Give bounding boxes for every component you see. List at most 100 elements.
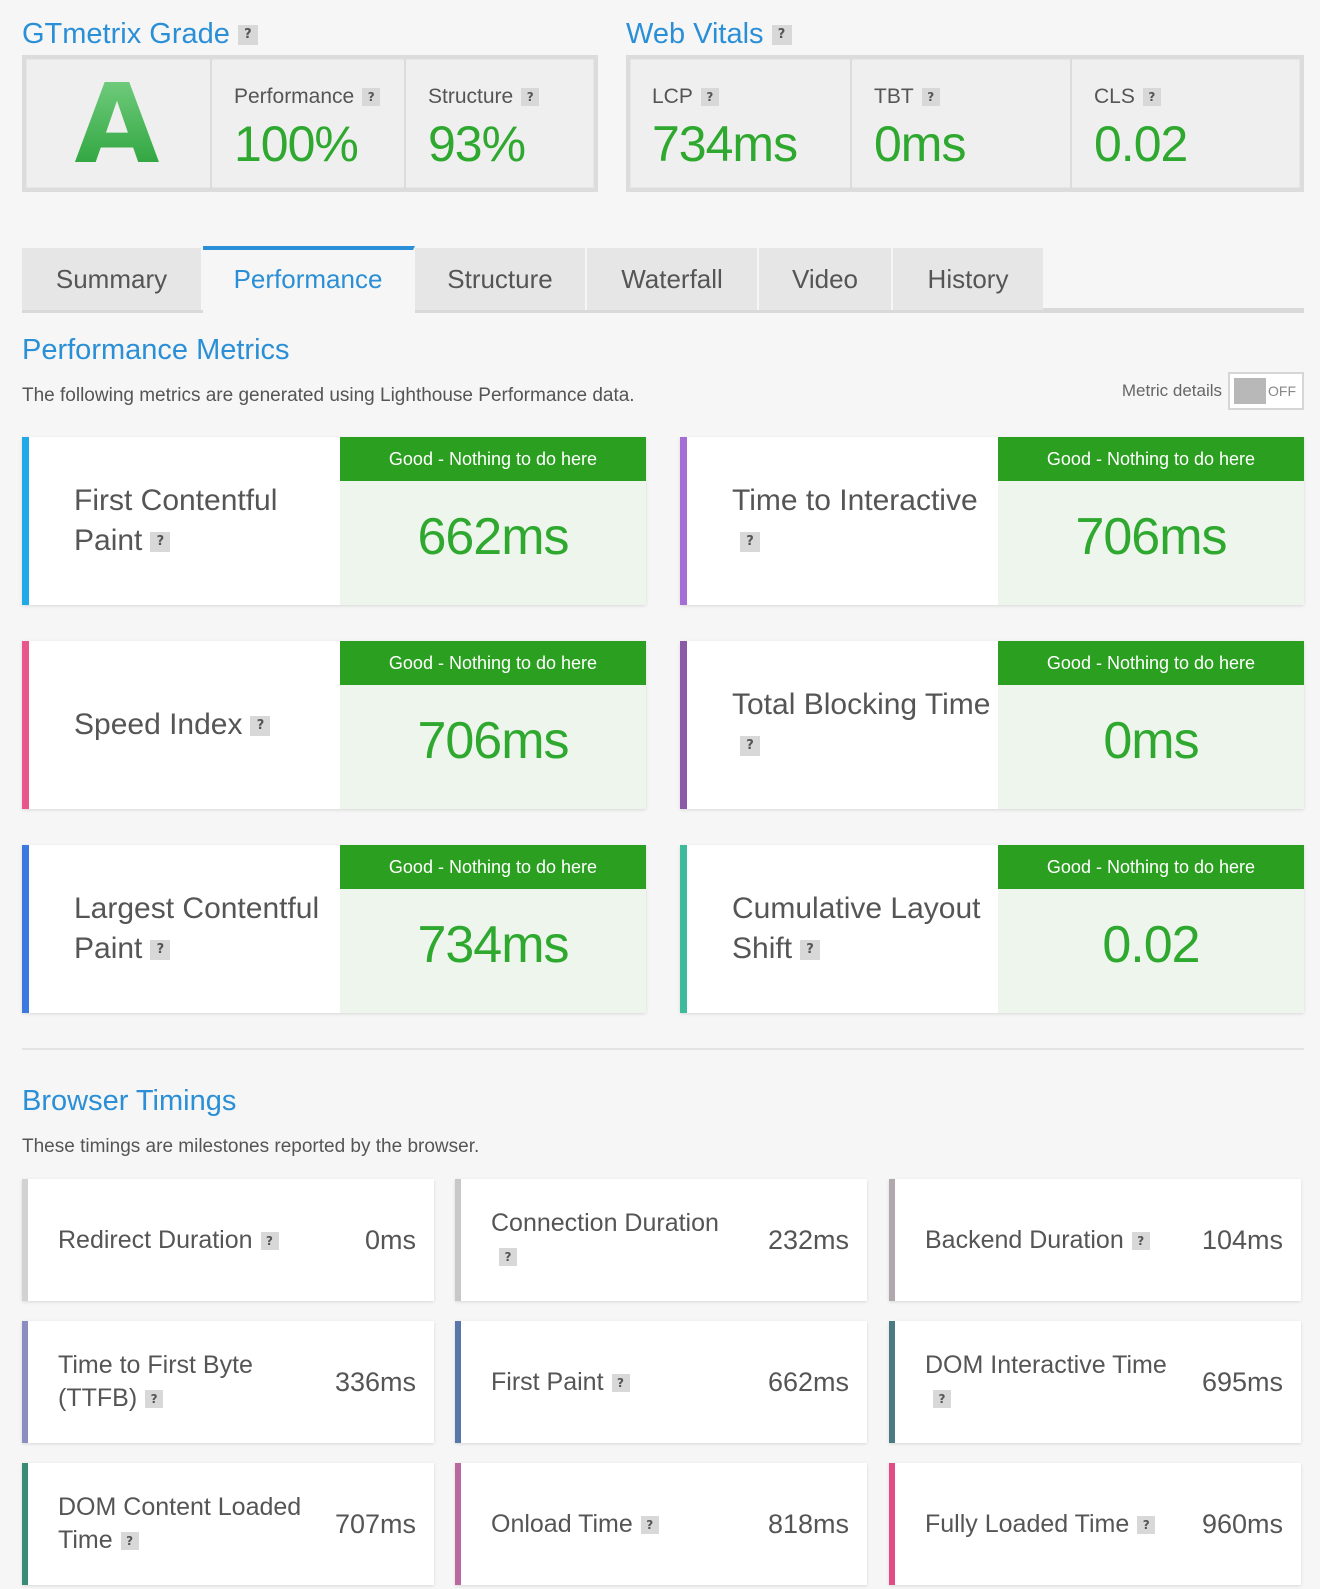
help-icon[interactable]: ? (1142, 88, 1161, 107)
timing-color-bar (455, 1463, 461, 1585)
metric-label: Largest Contentful Paint? (74, 845, 344, 1013)
vital-lcp-cell: LCP? 734ms (630, 59, 850, 188)
timing-value: 336ms (334, 1366, 416, 1397)
timing-value: 707ms (334, 1508, 416, 1539)
metric-card-time-to-interactive: Time to Interactive? Good - Nothing to do… (680, 437, 1304, 605)
metric-color-bar (680, 641, 687, 809)
performance-metrics-title: Performance Metrics (22, 334, 290, 366)
timing-label-text: Onload Time (491, 1509, 633, 1538)
metric-result: Good - Nothing to do here 0.02 (998, 845, 1304, 1013)
metric-card-speed-index: Speed Index? Good - Nothing to do here 706… (22, 641, 646, 809)
timing-label: Backend Duration? (925, 1179, 1175, 1301)
metric-label: Speed Index? (74, 641, 344, 809)
timing-color-bar (455, 1179, 461, 1301)
tab-summary[interactable]: Summary (22, 248, 203, 310)
metric-label-text: Cumulative Layout Shift (732, 892, 981, 965)
timing-color-bar (22, 1179, 28, 1301)
browser-timings-title: Browser Timings (22, 1085, 237, 1117)
metric-status-badge: Good - Nothing to do here (998, 845, 1304, 889)
metric-label: Total Blocking Time? (732, 641, 1002, 809)
performance-label-text: Performance (234, 85, 355, 108)
timing-label: First Paint? (491, 1321, 741, 1443)
help-icon[interactable]: ? (521, 88, 540, 107)
help-icon[interactable]: ? (771, 25, 792, 46)
metric-color-bar (22, 845, 29, 1013)
metric-card-cumulative-layout-shift: Cumulative Layout Shift? Good - Nothing t… (680, 845, 1304, 1013)
help-icon[interactable]: ? (150, 940, 171, 961)
cls-label-text: CLS (1094, 85, 1135, 108)
timing-card-redirect-duration: Redirect Duration? 0ms (22, 1179, 434, 1301)
timing-value: 818ms (767, 1508, 849, 1539)
metric-value: 0.02 (1102, 916, 1200, 974)
vital-tbt-value: 0ms (874, 116, 966, 172)
timing-label-text: Backend Duration (925, 1225, 1124, 1254)
help-icon[interactable]: ? (700, 88, 719, 107)
help-icon[interactable]: ? (362, 88, 381, 107)
tab-performance[interactable]: Performance (203, 246, 415, 314)
help-icon[interactable]: ? (237, 25, 258, 46)
timing-card-connection-duration: Connection Duration? 232ms (455, 1179, 867, 1301)
metric-value: 662ms (417, 508, 569, 566)
vitals-section-title: Web Vitals? (626, 18, 792, 51)
metric-card-largest-contentful-paint: Largest Contentful Paint? Good - Nothing … (22, 845, 646, 1013)
help-icon[interactable]: ? (800, 940, 821, 961)
help-icon[interactable]: ? (250, 716, 271, 737)
help-icon[interactable]: ? (1131, 1231, 1150, 1250)
timing-label-text: Time to First Byte (TTFB) (58, 1351, 253, 1412)
help-icon[interactable]: ? (145, 1390, 164, 1409)
tbt-label-text: TBT (874, 85, 914, 108)
help-icon[interactable]: ? (499, 1248, 517, 1267)
help-icon[interactable]: ? (120, 1532, 139, 1551)
help-icon[interactable]: ? (150, 532, 171, 553)
help-icon[interactable]: ? (611, 1373, 630, 1392)
grade-panel: A Performance? 100% Structure? 93% (22, 55, 598, 192)
timing-card-dom-content-loaded-time: DOM Content Loaded Time? 707ms (22, 1463, 434, 1585)
tabs-underline (22, 308, 1304, 313)
performance-score-label: Performance? (234, 85, 381, 109)
metric-color-bar (22, 437, 29, 605)
structure-score-cell: Structure? 93% (404, 59, 594, 188)
help-icon[interactable]: ? (933, 1390, 951, 1409)
metric-value: 0ms (1103, 712, 1199, 770)
timing-card-backend-duration: Backend Duration? 104ms (889, 1179, 1301, 1301)
help-icon[interactable]: ? (260, 1231, 279, 1250)
help-icon[interactable]: ? (921, 88, 940, 107)
performance-metrics-description: The following metrics are generated usin… (22, 385, 635, 406)
metric-result: Good - Nothing to do here 662ms (340, 437, 646, 605)
tab-video[interactable]: Video (759, 248, 893, 310)
grade-title-text: GTmetrix Grade (22, 18, 230, 50)
browser-timings-description: These timings are milestones reported by… (22, 1136, 480, 1157)
vital-lcp-label: LCP? (652, 85, 719, 109)
help-icon[interactable]: ? (1137, 1515, 1156, 1534)
metric-details-toggle[interactable]: OFF (1228, 372, 1304, 410)
tab-history[interactable]: History (893, 248, 1043, 310)
timing-label: Fully Loaded Time? (925, 1463, 1175, 1585)
timing-color-bar (889, 1321, 895, 1443)
metric-value: 734ms (417, 916, 569, 974)
timing-label: DOM Interactive Time? (925, 1321, 1175, 1443)
timing-label: Redirect Duration? (58, 1179, 308, 1301)
help-icon[interactable]: ? (740, 736, 760, 757)
timing-value: 0ms (364, 1224, 416, 1255)
structure-label-text: Structure (428, 85, 514, 108)
toggle-knob (1234, 378, 1266, 404)
metric-value: 706ms (417, 712, 569, 770)
help-icon[interactable]: ? (740, 532, 760, 553)
timing-label: Connection Duration? (491, 1179, 741, 1301)
timing-color-bar (455, 1321, 461, 1443)
metric-label: First Contentful Paint? (74, 437, 344, 605)
metric-status-badge: Good - Nothing to do here (998, 641, 1304, 685)
timing-color-bar (22, 1321, 28, 1443)
timing-label-text: Fully Loaded Time (925, 1509, 1130, 1538)
timing-value: 104ms (1201, 1224, 1283, 1255)
timing-label: DOM Content Loaded Time? (58, 1463, 308, 1585)
timing-value: 695ms (1201, 1366, 1283, 1397)
metric-color-bar (680, 437, 687, 605)
metric-label-text: Time to Interactive (732, 484, 978, 517)
vital-cls-label: CLS? (1094, 85, 1161, 109)
tab-structure[interactable]: Structure (415, 248, 587, 310)
performance-score-value: 100% (234, 116, 359, 172)
help-icon[interactable]: ? (640, 1515, 659, 1534)
tab-waterfall[interactable]: Waterfall (587, 248, 759, 310)
timing-label-text: Connection Duration (491, 1209, 719, 1237)
